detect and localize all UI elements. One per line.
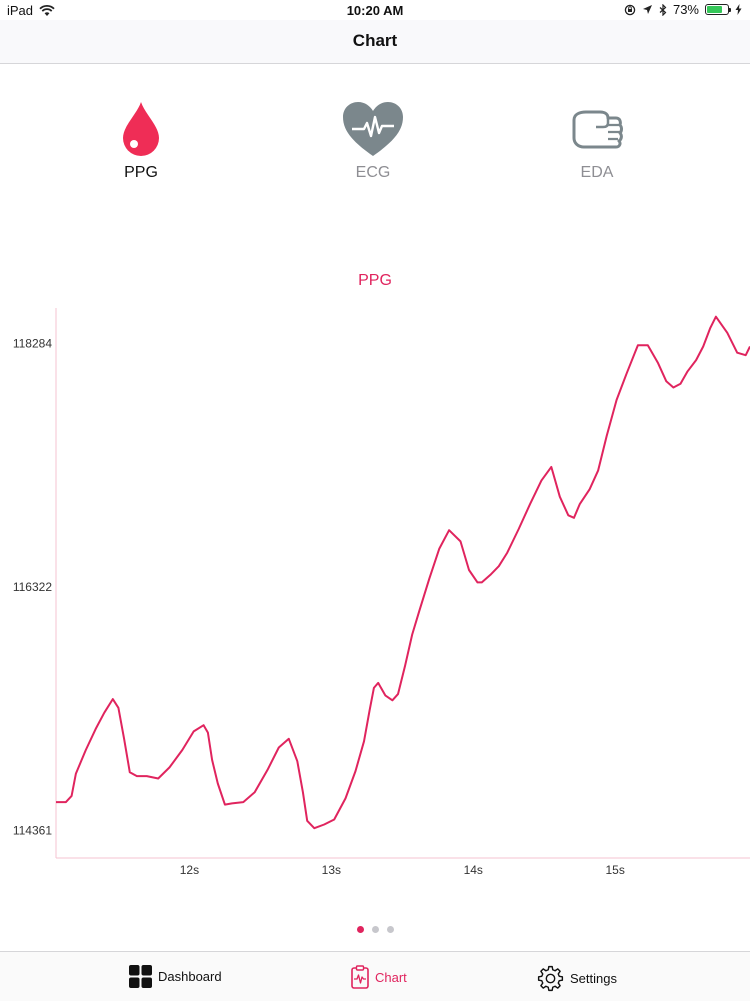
grid-icon: [129, 965, 152, 988]
sensor-label-ecg: ECG: [355, 164, 391, 181]
chart-title: PPG: [358, 272, 392, 289]
battery-icon: [705, 4, 731, 15]
x-tick-label: 15s: [605, 863, 624, 877]
sensor-ecg[interactable]: ECG: [313, 100, 433, 182]
status-time: 10:20 AM: [346, 3, 404, 18]
page-dot[interactable]: [356, 926, 364, 933]
sensor-label-eda: EDA: [580, 164, 614, 181]
ppg-series-line: [56, 315, 750, 830]
page-title: Chart: [352, 31, 398, 50]
device-name: iPad: [7, 3, 34, 18]
bluetooth-icon: [659, 3, 667, 16]
y-tick-label: 114361: [13, 824, 52, 838]
hand-icon: [572, 110, 623, 149]
tab-dashboard[interactable]: Dashboard: [129, 965, 222, 988]
page-dot[interactable]: [371, 926, 379, 933]
x-tick-label: 14s: [464, 863, 483, 877]
ppg-chart: 118284 116322 114361 12s 13s 14s 15s: [13, 308, 750, 877]
sensor-ppg[interactable]: PPG: [81, 100, 201, 182]
x-tick-label: 13s: [322, 863, 341, 877]
battery-percent: 73%: [672, 2, 699, 17]
status-bar: iPad 10:20 AM 73%: [0, 0, 750, 20]
wifi-icon: [39, 4, 55, 16]
tab-label-chart: Chart: [375, 969, 407, 985]
blood-drop-icon: [123, 102, 159, 156]
tab-settings[interactable]: Settings: [537, 965, 617, 992]
chart-clipboard-icon: [351, 965, 369, 989]
page-dot[interactable]: [386, 926, 394, 933]
sensor-eda[interactable]: EDA: [537, 100, 657, 182]
sensor-label-ppg: PPG: [124, 164, 158, 181]
navigation-bar: Chart: [0, 20, 750, 64]
battery-cap: [729, 8, 731, 12]
y-tick-label: 118284: [13, 337, 52, 351]
page-indicator: [0, 926, 750, 933]
gear-icon: [537, 965, 564, 992]
heart-ecg-icon: [343, 102, 403, 156]
orientation-lock-icon: [624, 4, 636, 15]
status-right: 73%: [624, 2, 742, 17]
x-tick-labels: 12s 13s 14s 15s: [180, 863, 625, 877]
y-tick-label: 116322: [13, 580, 52, 594]
y-tick-labels: 118284 116322 114361: [13, 337, 52, 838]
tab-chart[interactable]: Chart: [351, 965, 407, 989]
battery-fill: [707, 6, 722, 13]
tab-label-settings: Settings: [570, 971, 617, 986]
tab-label-dashboard: Dashboard: [158, 969, 222, 984]
location-arrow-icon: [642, 5, 652, 14]
x-tick-label: 12s: [180, 863, 199, 877]
charging-bolt-icon: [735, 4, 742, 15]
status-left: iPad: [7, 3, 55, 18]
tab-bar: Dashboard Chart Settings: [0, 951, 750, 1001]
